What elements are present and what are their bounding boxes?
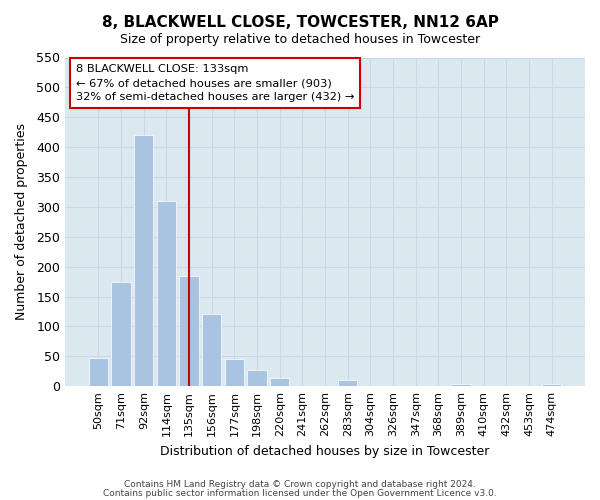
Text: Size of property relative to detached houses in Towcester: Size of property relative to detached ho… [120,32,480,46]
Bar [134,135,154,386]
Text: Contains public sector information licensed under the Open Government Licence v3: Contains public sector information licen… [103,488,497,498]
Bar [270,378,289,386]
Bar [542,384,562,386]
Bar [157,201,176,386]
Bar [247,370,267,386]
Bar [451,384,471,386]
Text: 8 BLACKWELL CLOSE: 133sqm
← 67% of detached houses are smaller (903)
32% of semi: 8 BLACKWELL CLOSE: 133sqm ← 67% of detac… [76,64,354,102]
Bar [179,276,199,386]
X-axis label: Distribution of detached houses by size in Towcester: Distribution of detached houses by size … [160,444,490,458]
Bar [112,282,131,386]
Text: Contains HM Land Registry data © Crown copyright and database right 2024.: Contains HM Land Registry data © Crown c… [124,480,476,489]
Bar [338,380,358,386]
Bar [89,358,108,386]
Bar [225,358,244,386]
Y-axis label: Number of detached properties: Number of detached properties [15,124,28,320]
Text: 8, BLACKWELL CLOSE, TOWCESTER, NN12 6AP: 8, BLACKWELL CLOSE, TOWCESTER, NN12 6AP [101,15,499,30]
Bar [202,314,221,386]
